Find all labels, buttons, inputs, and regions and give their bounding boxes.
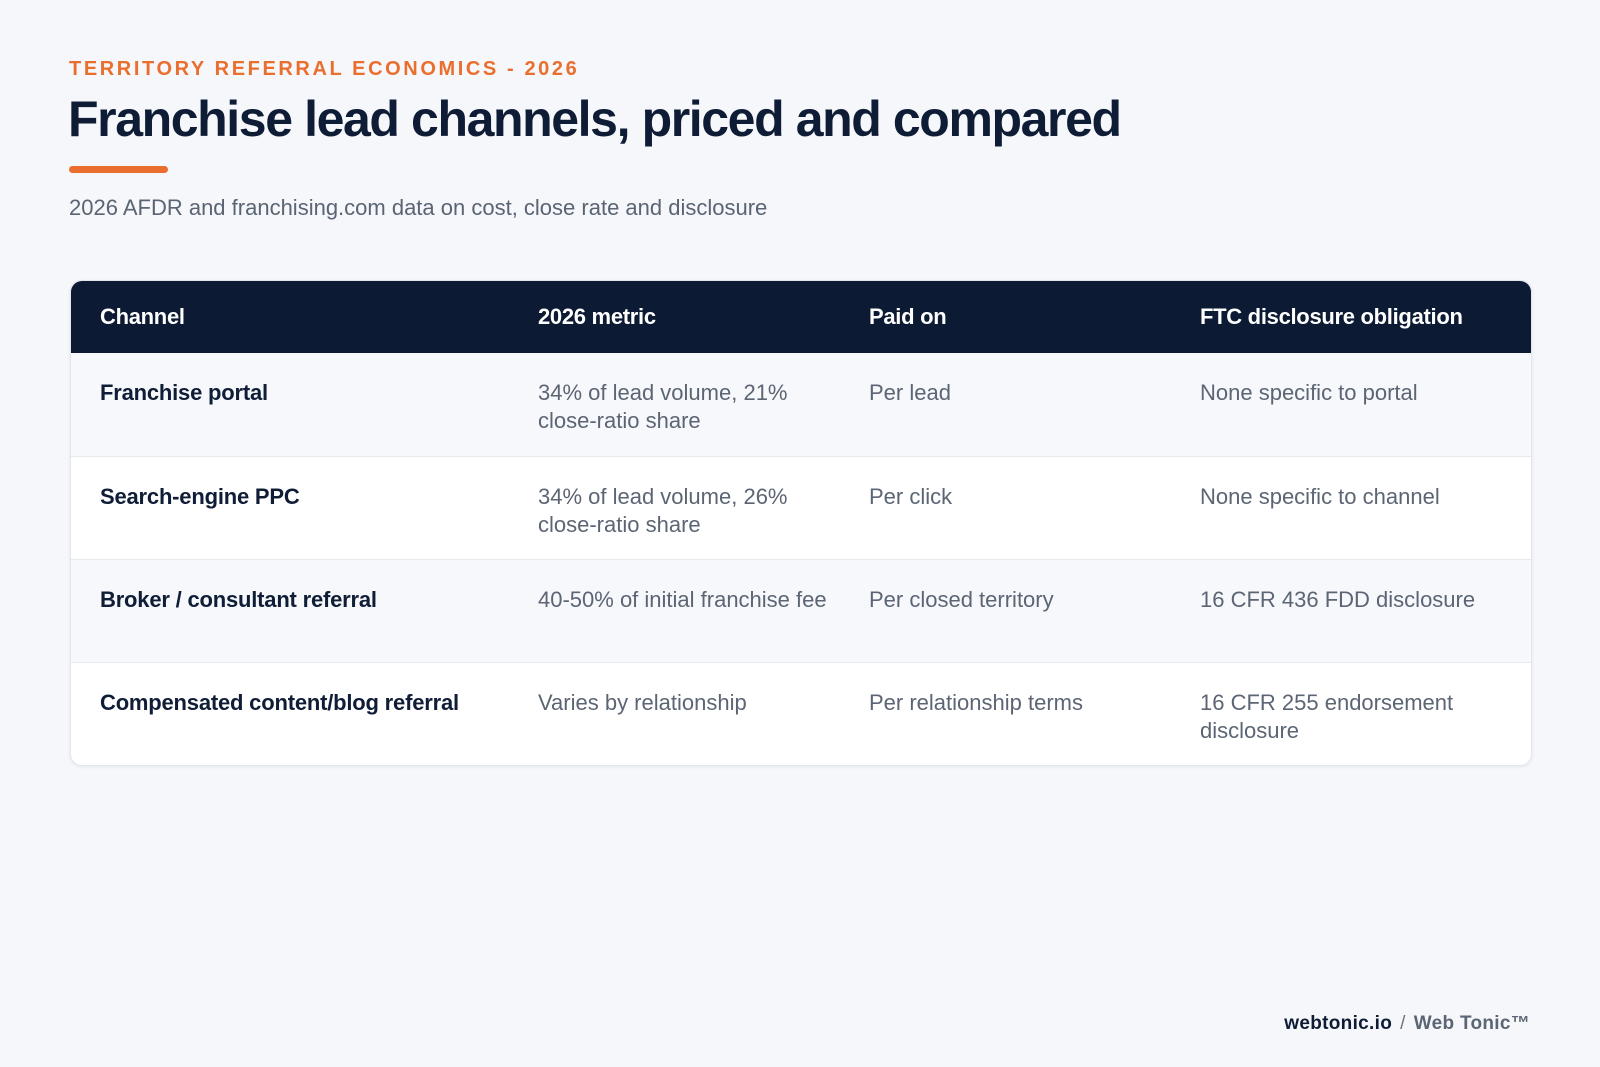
- ftc-cell: None specific to portal: [1200, 380, 1418, 405]
- ftc-cell: None specific to channel: [1200, 484, 1440, 509]
- comparison-table: Channel 2026 metric Paid on FTC disclosu…: [70, 280, 1532, 766]
- paid-on-cell: Per click: [869, 484, 953, 509]
- column-header-channel: Channel: [100, 304, 185, 329]
- metric-cell: 34% of lead volume, 26% close-ratio shar…: [538, 484, 788, 537]
- paid-on-cell: Per closed territory: [869, 587, 1054, 612]
- footer-separator: /: [1400, 1013, 1406, 1034]
- table-body: Franchise portal 34% of lead volume, 21%…: [71, 353, 1531, 765]
- column-header-metric: 2026 metric: [538, 304, 656, 329]
- table-row: Compensated content/blog referral Varies…: [71, 662, 1531, 765]
- ftc-cell: 16 CFR 255 endorsement disclosure: [1200, 690, 1454, 743]
- title-accent-bar: [69, 166, 168, 173]
- page-title: Franchise lead channels, priced and comp…: [68, 91, 1122, 147]
- column-header-ftc: FTC disclosure obligation: [1200, 304, 1463, 329]
- column-header-paid-on: Paid on: [869, 304, 947, 329]
- footer-domain: webtonic.io: [1284, 1013, 1393, 1034]
- metric-cell: Varies by relationship: [538, 690, 747, 715]
- footer-brand: Web Tonic™: [1413, 1013, 1530, 1034]
- page-subtitle: 2026 AFDR and franchising.com data on co…: [69, 195, 768, 220]
- channel-cell: Broker / consultant referral: [100, 587, 377, 612]
- table-row: Search-engine PPC 34% of lead volume, 26…: [71, 456, 1531, 559]
- channel-cell: Search-engine PPC: [100, 484, 300, 509]
- ftc-cell: 16 CFR 436 FDD disclosure: [1200, 587, 1476, 612]
- table-header-row: Channel 2026 metric Paid on FTC disclosu…: [71, 281, 1531, 353]
- table-row: Broker / consultant referral 40-50% of i…: [71, 559, 1531, 662]
- paid-on-cell: Per lead: [869, 380, 951, 405]
- paid-on-cell: Per relationship terms: [869, 690, 1083, 715]
- metric-cell: 34% of lead volume, 21% close-ratio shar…: [538, 380, 788, 433]
- footer-credit: webtonic.io / Web Tonic™: [1284, 1013, 1530, 1035]
- eyebrow-label: TERRITORY REFERRAL ECONOMICS - 2026: [69, 58, 580, 80]
- channel-cell: Compensated content/blog referral: [100, 690, 459, 715]
- table-row: Franchise portal 34% of lead volume, 21%…: [71, 353, 1531, 456]
- channel-cell: Franchise portal: [100, 380, 268, 405]
- metric-cell: 40-50% of initial franchise fee: [538, 587, 827, 612]
